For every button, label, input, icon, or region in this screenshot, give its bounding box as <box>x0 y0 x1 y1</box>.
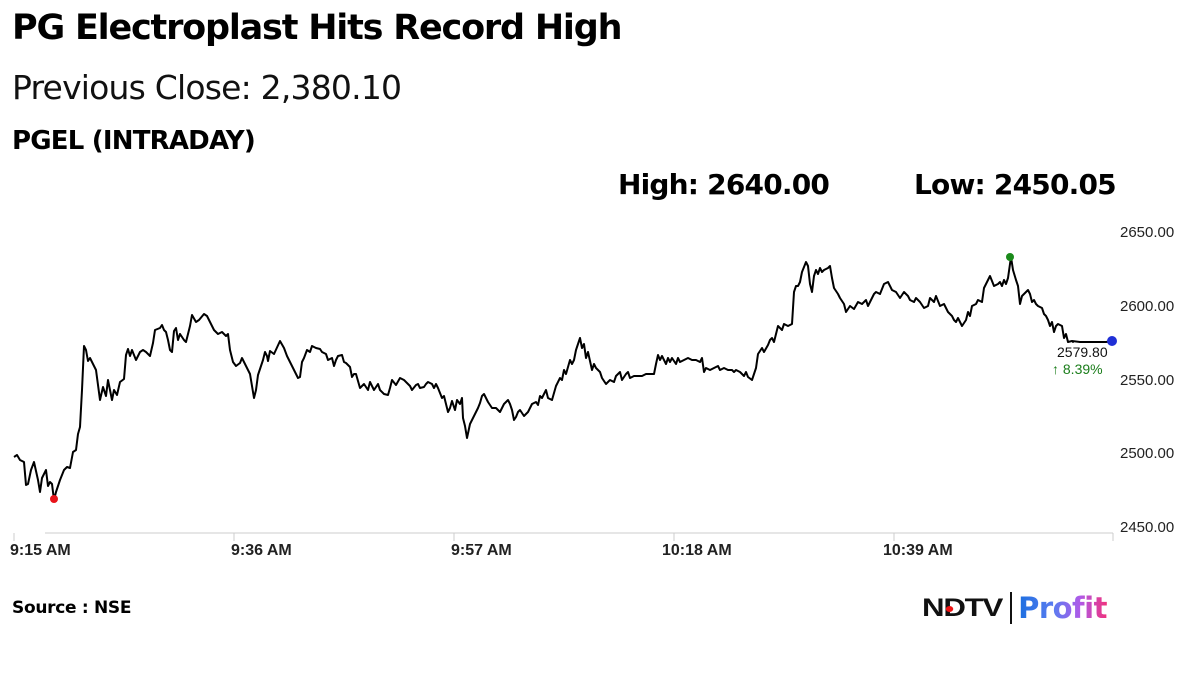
ndtv-text: NDTV <box>922 593 1003 622</box>
price-line <box>13 256 1113 501</box>
source-label: Source : NSE <box>12 598 132 618</box>
last-price-marker <box>1107 336 1117 346</box>
high-stat: High: 2640.00 <box>618 168 830 201</box>
x-tick-0936: 9:36 AM <box>231 542 292 559</box>
ticker-label: PGEL (INTRADAY) <box>12 126 256 156</box>
last-price-label: 2579.80 <box>1057 344 1108 360</box>
y-tick-2550: 2550.00 <box>1120 372 1175 389</box>
x-axis-ticks <box>13 533 1114 541</box>
profit-wordmark: Profit <box>1018 591 1107 625</box>
previous-close: Previous Close: 2,380.10 <box>12 68 402 107</box>
x-tick-0957: 9:57 AM <box>451 542 512 559</box>
page-title: PG Electroplast Hits Record High <box>12 8 622 48</box>
logo-divider <box>1010 592 1013 624</box>
ndtv-wordmark: NDTV <box>922 593 1003 623</box>
low-stat: Low: 2450.05 <box>914 168 1117 201</box>
red-dot-icon <box>945 605 954 612</box>
y-tick-2600: 2600.00 <box>1120 298 1175 315</box>
y-tick-2450: 2450.00 <box>1120 519 1175 536</box>
x-tick-1018: 10:18 AM <box>662 542 732 559</box>
change-percent-label: ↑ 8.39% <box>1052 361 1103 377</box>
x-tick-0915: 9:15 AM <box>10 542 71 559</box>
low-marker <box>50 495 58 503</box>
y-tick-2650: 2650.00 <box>1120 224 1175 241</box>
high-marker <box>1006 253 1014 261</box>
x-tick-1039: 10:39 AM <box>883 542 953 559</box>
y-tick-2500: 2500.00 <box>1120 445 1175 462</box>
ndtv-profit-logo: NDTV Profit <box>922 590 1107 626</box>
